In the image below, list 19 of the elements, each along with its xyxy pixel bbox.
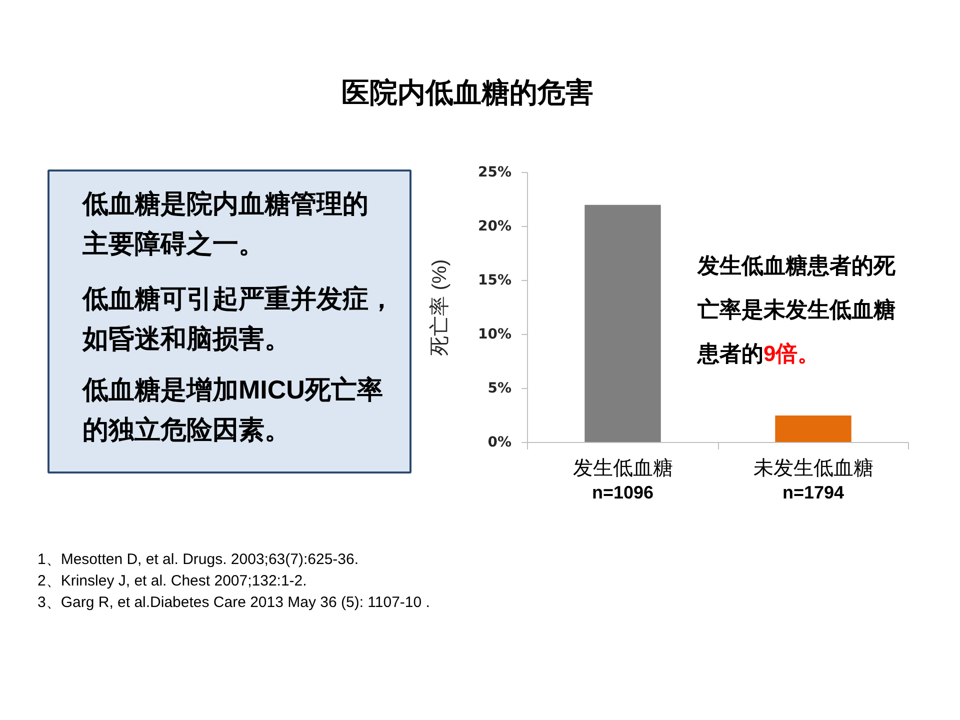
text: 2、Krinsley J, et al. Chest 2007;132:1-2. [38, 572, 307, 590]
category-label: 发生低血糖 n=1096 [572, 458, 673, 502]
annotation: 发生低血糖患者的死亡率是未发生低血糖 [696, 253, 896, 322]
category-label: 未发生低血糖 n=1794 [753, 458, 874, 502]
annotation: 9倍。 [764, 341, 820, 366]
text: 低血糖可引起严重并发症，如昏迷和脑损害。 [82, 284, 394, 354]
y-tick-label: 0% [488, 434, 512, 450]
chart-title: 医院内低血糖的危害 [342, 77, 594, 108]
text: 3、Garg R, et al.Diabetes Care 2013 May 36 (5): 1107-10 . [38, 594, 430, 611]
y-tick-label: 15% [478, 272, 512, 288]
text: 低血糖是院内血糖管理的主要障碍之一。 [82, 188, 368, 258]
text: 低血糖是增加MICU死亡率的独立危险因素。 [82, 374, 383, 444]
y-tick-label: 10% [478, 326, 512, 342]
y-tick-label: 25% [478, 164, 512, 180]
annotation: 患者的 [696, 341, 764, 366]
text: 1、Mesotten D, et al. Drugs. 2003;63(7):625-36. [38, 551, 359, 568]
y-tick-label: 5% [488, 380, 512, 396]
y-tick-label: 20% [478, 218, 512, 234]
y-axis-title: 死亡率 (%) [428, 259, 451, 356]
